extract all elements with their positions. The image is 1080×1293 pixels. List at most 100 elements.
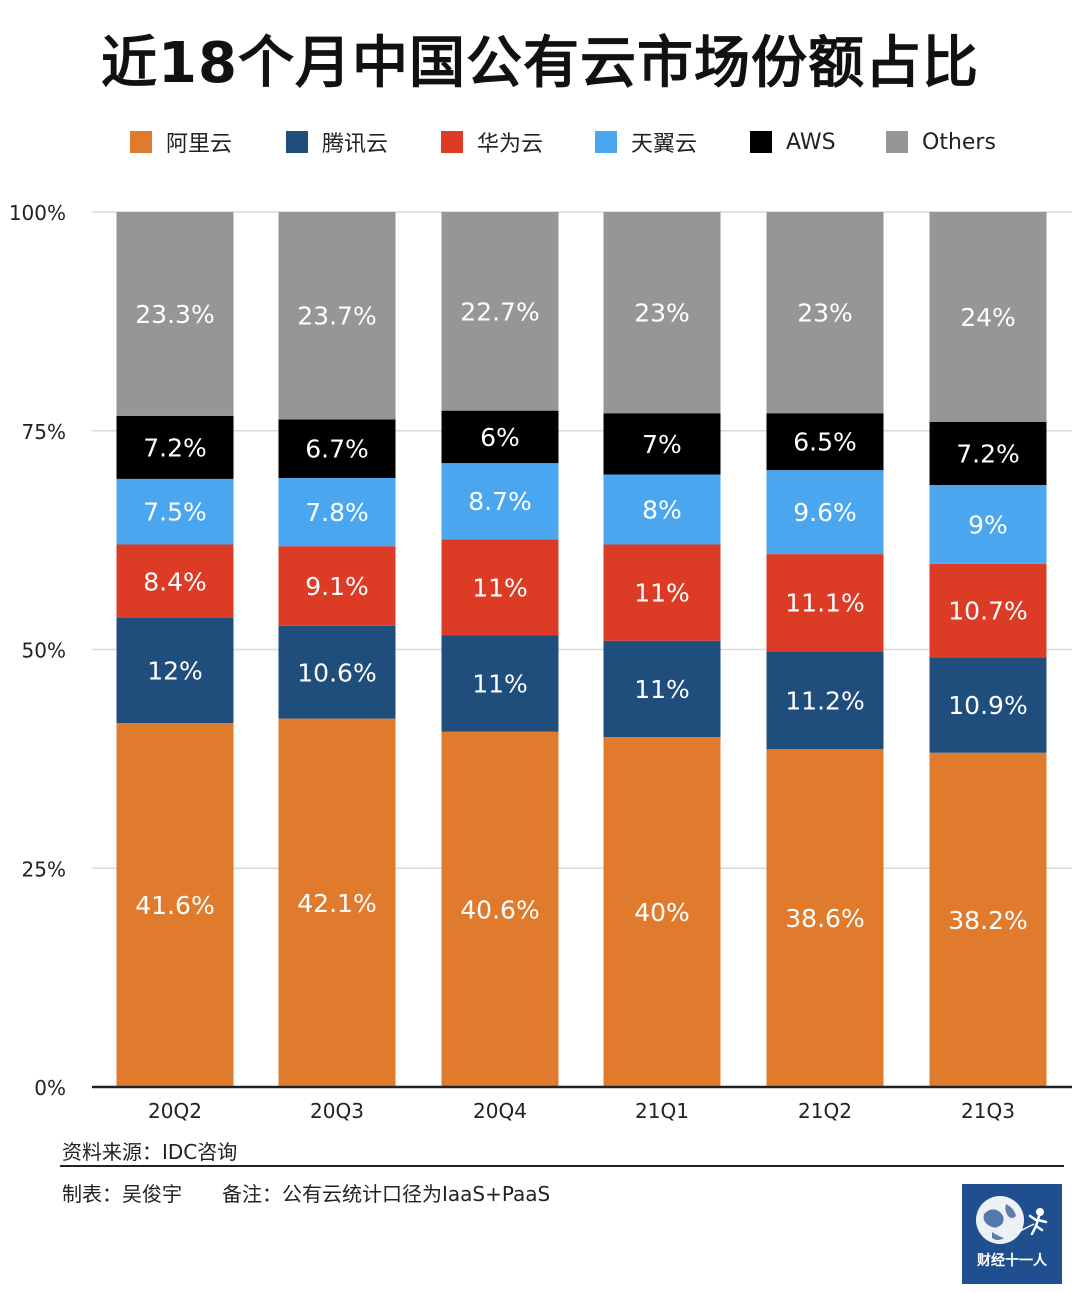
legend-label: 腾讯云 [322,132,389,157]
bar-segment [603,413,721,475]
data-label: 22.7% [460,297,539,326]
bar-segment [441,463,559,540]
data-label: 8% [642,496,682,525]
data-label: 6% [480,423,520,452]
source-note: 资料来源：IDC咨询 [62,1140,238,1164]
data-label: 7.8% [305,498,369,527]
legend-item-huawei: 华为云 [441,124,543,160]
bar-segment [441,731,559,1087]
x-tick-label: 20Q4 [473,1099,527,1123]
bar-segment [766,651,884,750]
data-label: 9.1% [305,572,369,601]
bar-segment [278,718,396,1087]
data-label: 11% [472,670,528,699]
globe-icon [976,1196,1048,1244]
legend-label: 天翼云 [631,132,698,157]
bar-segment [766,470,884,555]
y-tick-label: 25% [22,857,66,881]
data-label: 23% [634,299,690,328]
legend-item-tencent: 腾讯云 [286,124,388,160]
legend-label: Others [922,129,996,155]
data-label: 23.3% [135,300,214,329]
data-label: 9% [968,510,1008,539]
bar-segment [441,539,559,636]
bar-segment [116,212,234,416]
bar-segment [929,657,1047,753]
data-label: 7% [642,430,682,459]
data-label: 7.2% [956,440,1020,469]
data-label: 8.7% [468,487,532,516]
data-label: 10.6% [297,658,376,687]
bar-segment [278,478,396,547]
bar-segment [929,752,1047,1087]
x-tick-label: 21Q2 [798,1099,852,1123]
data-label: 40.6% [460,895,539,924]
data-label: 42.1% [297,889,376,918]
y-tick-label: 75% [22,420,66,444]
legend-item-aliyun: 阿里云 [130,124,232,160]
legend-label: 华为云 [477,132,544,157]
bar-segment [441,212,559,411]
footer-divider [60,1165,1064,1167]
data-label: 6.5% [793,428,857,457]
legend: 阿里云 腾讯云 华为云 天翼云 AWS Others [0,124,1080,164]
bar-segment [929,212,1047,422]
legend-swatch [750,131,772,153]
data-label: 40% [634,898,690,927]
bar-segment [603,640,721,737]
data-label: 7.5% [143,498,207,527]
data-label: 11% [472,573,528,602]
data-label: 23.7% [297,302,376,331]
x-tick-label: 20Q2 [148,1099,202,1123]
data-label: 8.4% [143,567,207,596]
y-tick-label: 100% [9,201,66,225]
bar-segment [766,749,884,1087]
publisher-logo: 财经十一人 [962,1184,1062,1284]
bar-segment [929,563,1047,658]
legend-item-others: Others [886,124,996,160]
data-label: 10.7% [948,597,1027,626]
bar-segment [766,212,884,414]
bar-segment [766,413,884,471]
bar-segment [603,474,721,545]
bar-segment [278,212,396,420]
data-label: 38.6% [785,904,864,933]
data-label: 10.9% [948,691,1027,720]
y-tick-label: 50% [22,639,66,663]
data-label: 11.2% [785,686,864,715]
legend-item-tianyi: 天翼云 [595,124,697,160]
bar-segment [116,478,234,545]
bar-segment [603,544,721,641]
data-label: 7.2% [143,433,207,462]
stacked-bar-chart: 0% 25% 50% 75% 100% 41.6% 12% 8.4% 7.5% 7.2% 23.3%… [9,201,1072,1123]
y-tick-label: 0% [34,1076,66,1100]
maker-note: 制表：吴俊宇 [62,1182,182,1206]
data-label: 24% [960,303,1016,332]
bar-segment [278,546,396,626]
logo-text: 财经十一人 [977,1253,1047,1269]
bar-segment [116,415,234,479]
data-label: 38.2% [948,906,1027,935]
legend-label: AWS [786,129,836,155]
remark-note: 备注：公有云统计口径为IaaS+PaaS [222,1182,551,1206]
data-label: 11% [634,675,690,704]
bar-segment [929,485,1047,564]
bar-segment [603,737,721,1087]
bar-segment [116,544,234,618]
bar-segment [116,723,234,1087]
bar-segment [603,212,721,414]
legend-swatch [441,131,463,153]
bar-segment [278,625,396,719]
data-label: 12% [147,657,203,686]
bar-segment [929,422,1047,485]
bar-segment [116,618,234,723]
chart-title: 近18个月中国公有云市场份额占比 [101,31,979,96]
x-tick-label: 20Q3 [310,1099,364,1123]
legend-swatch [886,131,908,153]
x-tick-label: 21Q3 [961,1099,1015,1123]
bar-segment [278,419,396,478]
legend-swatch [595,131,617,153]
x-tick-label: 21Q1 [635,1099,689,1123]
bar-segment [766,554,884,652]
data-label: 9.6% [793,498,857,527]
